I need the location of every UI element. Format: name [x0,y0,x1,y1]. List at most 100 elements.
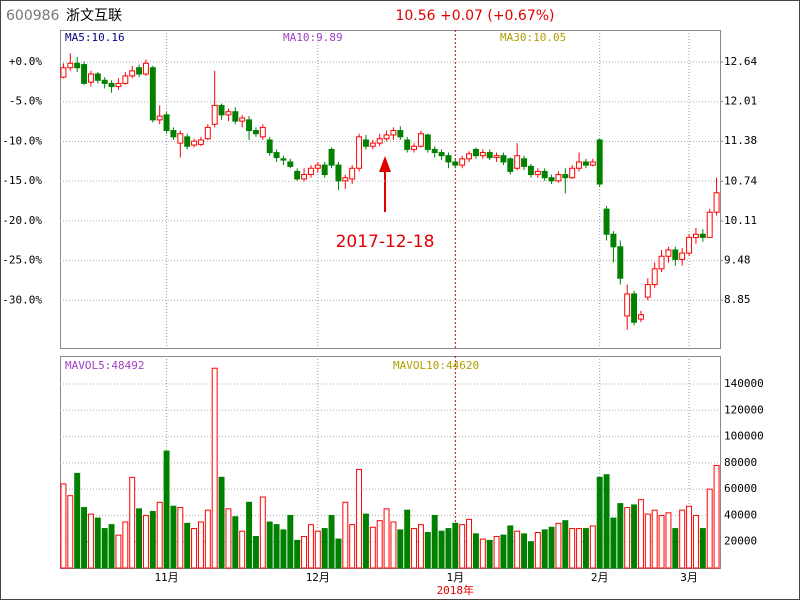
candle-body [686,236,693,254]
candle-body [452,161,459,166]
legend-entry: MA10:9.89 [283,31,343,44]
volume-tick-label: 80000 [724,456,757,469]
y2-tick-label: -5.0% [9,95,42,108]
volume-bar [101,528,108,569]
y2-tick-label: -25.0% [2,254,42,267]
x-tick-label: 1月 [447,571,465,584]
volume-bar [514,530,521,569]
candle-body [534,170,541,176]
x-tick-label: 12月 [306,571,330,584]
price-panel [60,30,721,349]
volume-bar [342,501,349,569]
arrow-head [379,156,391,172]
volume-bar [129,476,136,569]
y2-tick-label: -20.0% [2,214,42,227]
candle-body [472,148,479,157]
volume-bar [631,504,638,569]
volume-bar [438,530,445,569]
volume-bar [369,526,376,569]
candle-body [301,174,308,180]
volume-bar [569,528,576,569]
candle-body [459,158,466,166]
candle-body [307,167,314,176]
volume-bar [603,474,610,569]
volume-bar [692,514,699,569]
candle-body [603,208,610,235]
y2-tick-label: +0.0% [9,55,42,68]
legend-entry: MAVOL5:48492 [65,359,144,372]
volume-bar [686,505,693,569]
volume-bar [252,535,259,569]
candle-body [122,75,129,84]
volume-bar [301,535,308,569]
candle-body [445,155,452,163]
volume-bar [644,513,651,569]
candle-body [314,164,321,169]
stock-name: 浙文互联 [66,8,122,24]
volume-bar [699,528,706,569]
candle-body [197,139,204,145]
candle-body [81,64,88,84]
candle-body [617,246,624,279]
x-tick-label: 3月 [680,571,698,584]
candle-body [108,82,115,88]
candle-body [74,62,81,69]
candle-body [156,115,163,121]
candle-body [211,104,218,125]
volume-bar [328,514,335,569]
candle-body [177,133,184,144]
volume-bar [156,501,163,569]
candle-body [67,62,74,69]
candle-body [273,152,280,159]
volume-bar [136,508,143,569]
volume-bar [142,514,149,569]
volume-bar [424,532,431,569]
volume-bar [362,513,369,569]
volume-bar [122,521,129,569]
candle-body [369,142,376,147]
volume-bar [713,464,720,569]
volume-bar [67,495,74,569]
y-tick-label: 12.64 [724,55,757,68]
volume-bar [493,535,500,569]
y-tick-label: 12.01 [724,95,757,108]
volume-bar [294,539,301,569]
volume-bar [534,532,541,569]
volume-bar [679,509,686,569]
candle-body [576,161,583,169]
volume-bar [452,522,459,569]
volume-bar [548,526,555,569]
candle-body [411,145,418,150]
volume-bar [232,516,239,569]
candle-body [610,233,617,248]
candle-body [397,130,404,138]
candle-body [163,114,170,132]
volume-bar [87,513,94,569]
volume-bar [197,521,204,569]
volume-bar [397,529,404,569]
candle-body [514,155,521,169]
candle-body [252,130,259,135]
candle-body [136,67,143,75]
candle-body [631,293,638,323]
candle-body [424,134,431,150]
volume-tick-label: 140000 [724,377,764,390]
candle-body [417,133,424,147]
candle-body [486,152,493,159]
candle-body [548,177,555,182]
y-tick-label: 9.48 [724,254,751,267]
x-tick-label: 11月 [154,571,178,584]
candle-body [115,82,122,88]
symbol: 600986 [6,8,60,24]
volume-bar [596,476,603,569]
volume-bar [417,524,424,569]
candle-body [644,284,651,298]
volume-bar [225,508,232,569]
volume-tick-label: 60000 [724,482,757,495]
candle-body [706,211,713,238]
volume-bar [115,534,122,569]
candle-body [362,139,369,147]
candle-body [294,170,301,180]
volume-bar [390,521,397,569]
candle-body [142,62,149,75]
